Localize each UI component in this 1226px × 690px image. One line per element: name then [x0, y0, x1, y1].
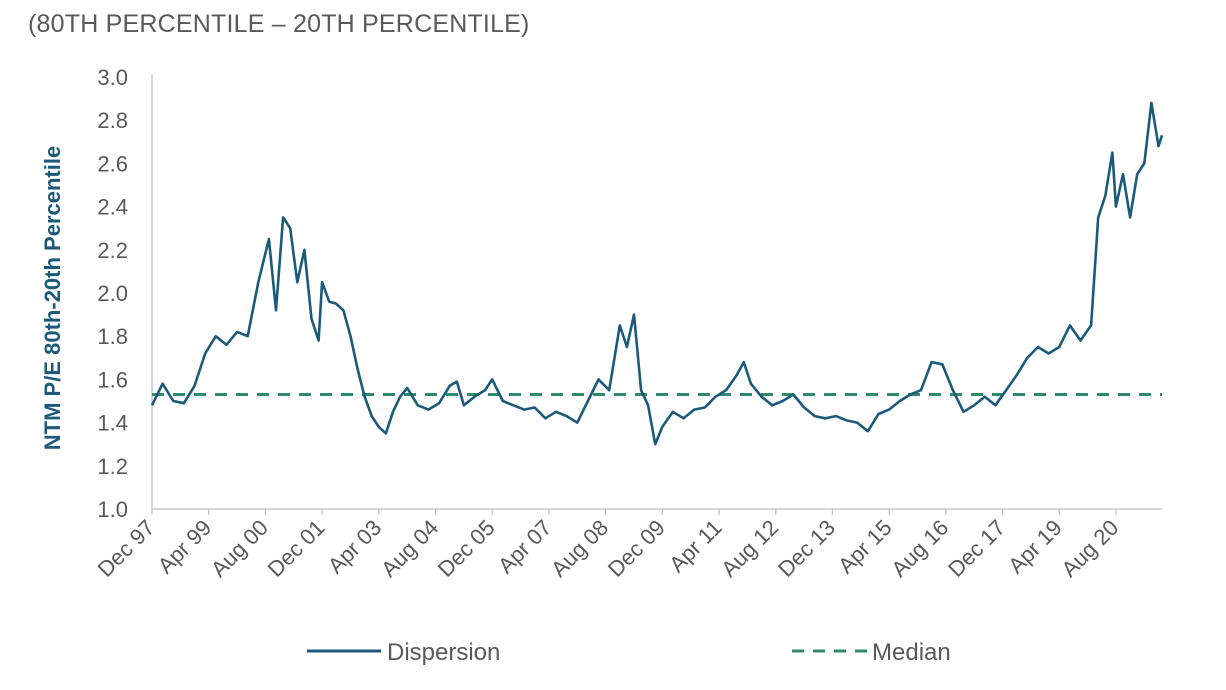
y-tick-label: 1.6	[97, 367, 128, 392]
x-tick-label: Apr 03	[323, 515, 387, 579]
x-tick-label: Dec 17	[943, 515, 1010, 582]
y-tick-labels: 1.0 1.2 1.4 1.6 1.8 2.0 2.2 2.4 2.6 2.8 3.0	[97, 65, 128, 522]
x-tick-label: Dec 97	[93, 515, 160, 582]
y-tick-label: 1.8	[97, 324, 128, 349]
x-tick-label: Aug 04	[376, 515, 443, 582]
x-tick-label: Aug 16	[886, 515, 953, 582]
legend-label-median: Median	[872, 639, 951, 666]
y-tick-label: 2.4	[97, 195, 128, 220]
y-tick-label: 2.8	[97, 108, 128, 133]
x-tick-label: Dec 13	[773, 515, 840, 582]
y-tick-label: 1.2	[97, 454, 128, 479]
y-tick-label: 3.0	[97, 65, 128, 90]
x-tick-label: Dec 05	[433, 515, 500, 582]
x-tick-label: Apr 11	[664, 515, 726, 577]
x-tick-label: Aug 12	[716, 515, 783, 582]
y-tick-label: 1.4	[97, 411, 128, 436]
dispersion-line	[150, 101, 1164, 446]
legend-label-dispersion: Dispersion	[387, 639, 500, 666]
x-tick-label: Apr 07	[493, 515, 557, 579]
y-tick-label: 2.0	[97, 281, 128, 306]
y-tick-label: 1.0	[97, 497, 128, 522]
x-tick-label: Aug 00	[206, 515, 273, 582]
chart-subtitle: (80TH PERCENTILE – 20TH PERCENTILE)	[28, 10, 530, 38]
chart-axes	[151, 75, 1162, 510]
x-tick-label: Dec 01	[263, 515, 330, 582]
legend: Dispersion Median	[307, 639, 951, 666]
x-tick-label: Apr 19	[1003, 515, 1067, 579]
x-tick-label: Aug 08	[546, 515, 613, 582]
x-tick-label: Aug 20	[1056, 515, 1123, 582]
x-tick-label: Apr 99	[153, 515, 217, 579]
y-tick-label: 2.2	[97, 238, 128, 263]
x-tick-label: Apr 15	[833, 515, 897, 579]
dispersion-series	[150, 101, 1164, 446]
x-tick-label: Dec 09	[603, 515, 670, 582]
y-axis-label: NTM P/E 80th-20th Percentile	[40, 146, 65, 450]
y-tick-label: 2.6	[97, 151, 128, 176]
